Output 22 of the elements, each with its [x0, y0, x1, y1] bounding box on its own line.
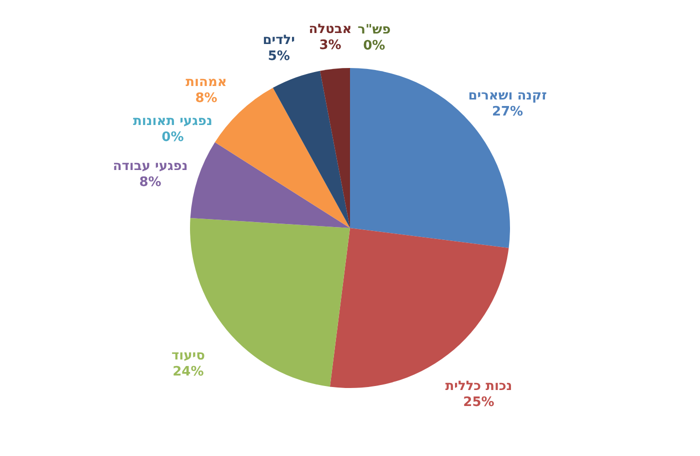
pie-slice: [330, 228, 509, 388]
category-label: נפגעי תאונות: [133, 114, 212, 129]
slice-label: סיעוד: [171, 348, 206, 364]
slice-label: זקנה ושארים: [468, 88, 547, 104]
data-label: 27%: [492, 104, 524, 120]
data-label: 25%: [463, 395, 494, 410]
slice-label: אבטלה: [308, 22, 352, 37]
text: 0%: [162, 130, 184, 145]
pie-slice: [190, 142, 350, 228]
category-label: פש"ר: [358, 22, 391, 38]
slice-label: אמהות: [186, 75, 227, 90]
pie-slice: [272, 70, 350, 228]
slice-label: ילדים: [262, 32, 295, 48]
data-label: 8%: [195, 91, 218, 106]
slice-label: נפגעי עבודה: [112, 159, 188, 174]
data-label: 3%: [319, 38, 342, 53]
text: 0%: [363, 38, 386, 54]
pie-slice: [320, 68, 350, 228]
data-label: 8%: [139, 175, 162, 190]
data-label: 5%: [268, 48, 290, 64]
slice-label: נכות כללית: [445, 379, 512, 394]
data-label: 24%: [172, 364, 204, 380]
